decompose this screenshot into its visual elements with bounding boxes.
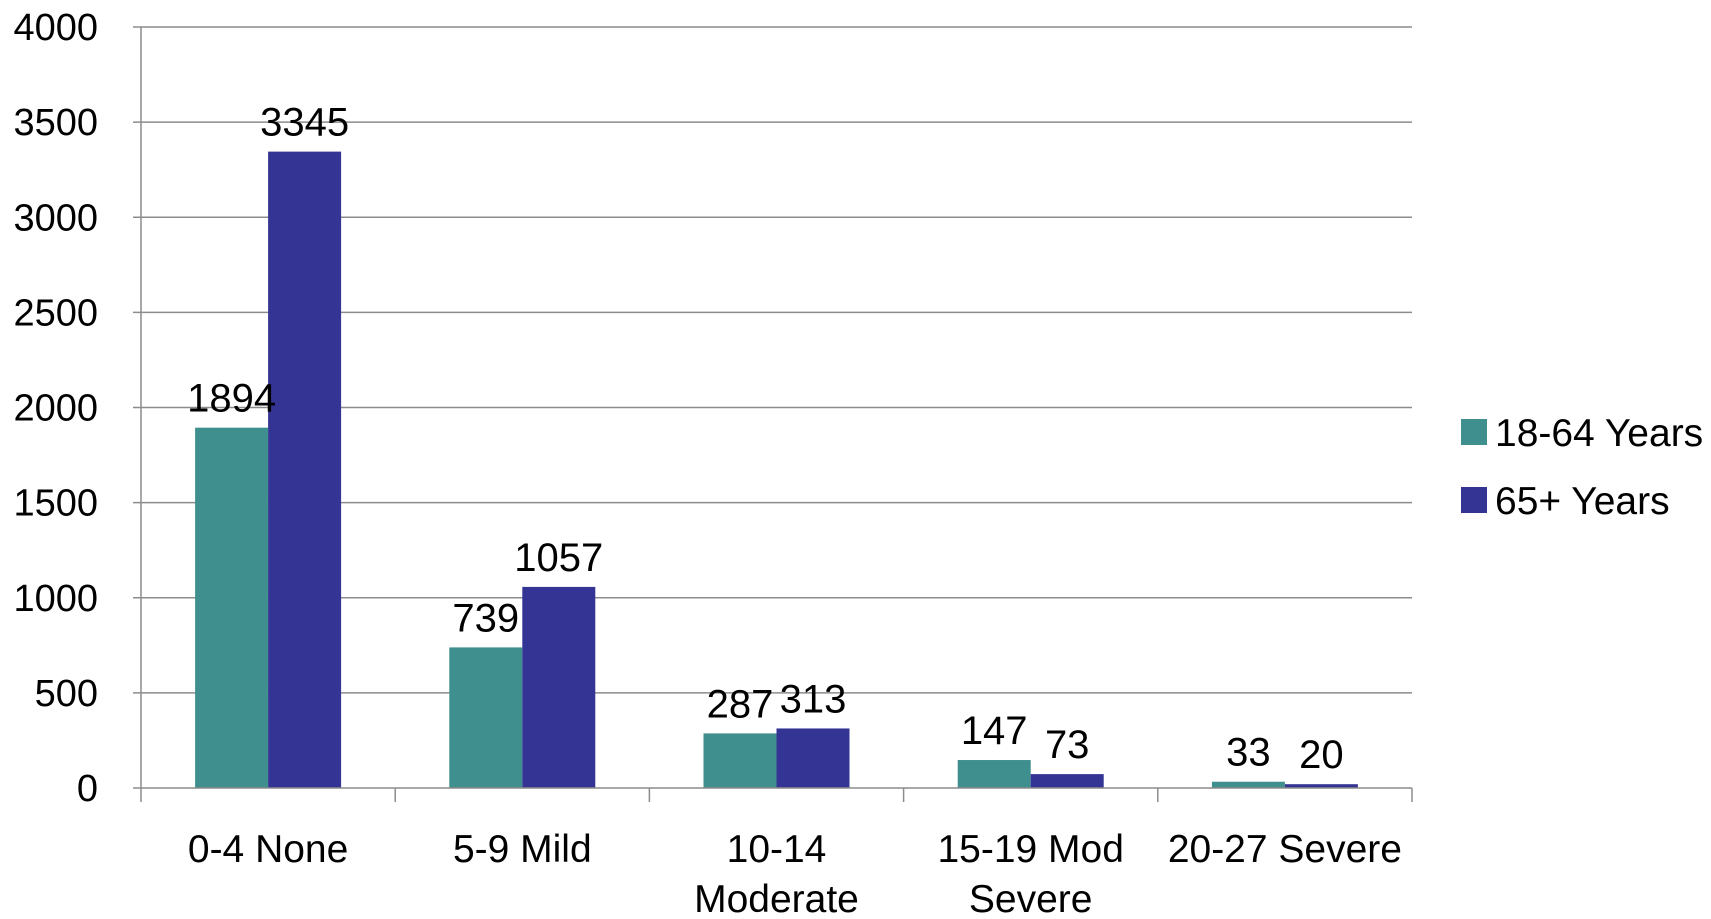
data-label: 287 — [707, 682, 774, 726]
data-labels: 1894 3345 739 1057 287 313 147 73 33 20 — [187, 101, 1344, 778]
bar-series-1 — [703, 733, 777, 788]
y-tick-label: 3500 — [13, 102, 98, 144]
data-label: 73 — [1045, 723, 1090, 767]
x-tick-label: 10-14 — [727, 828, 827, 871]
data-label: 20 — [1299, 733, 1344, 777]
y-tick-label: 2500 — [13, 292, 98, 334]
y-tick-label: 4000 — [13, 7, 98, 49]
gridlines — [141, 26, 1412, 694]
x-tick-label: 5-9 Mild — [453, 828, 592, 871]
y-tick-label: 0 — [77, 768, 98, 810]
data-label: 1894 — [187, 377, 276, 421]
data-label: 739 — [452, 596, 519, 640]
bars — [195, 151, 1358, 788]
data-label: 147 — [961, 709, 1028, 753]
x-tick-label: 20-27 Severe — [1168, 828, 1402, 871]
legend: 18-64 Years 65+ Years — [1461, 412, 1703, 523]
data-label: 3345 — [260, 101, 349, 145]
x-tick-label: Moderate — [694, 878, 859, 914]
bar-series-1 — [449, 647, 523, 788]
legend-label: 18-64 Years — [1495, 412, 1703, 455]
axes: 0 500 1000 1500 2000 2500 3000 3500 4000 0-4 None… — [13, 7, 1413, 919]
data-label: 1057 — [514, 536, 603, 580]
legend-swatch — [1461, 487, 1487, 513]
x-tick-label: Severe — [969, 878, 1093, 914]
legend-swatch — [1461, 419, 1487, 445]
y-tick-label: 1000 — [13, 578, 98, 620]
bar-series-2 — [776, 728, 850, 788]
data-label: 313 — [780, 677, 847, 721]
bar-series-2 — [268, 151, 342, 788]
x-tick-label: 15-19 Mod — [937, 828, 1123, 871]
bar-series-2 — [522, 586, 596, 788]
bar-series-2 — [1284, 784, 1358, 788]
bar-series-1 — [957, 760, 1031, 788]
bar-series-2 — [1030, 774, 1104, 788]
y-tick-label: 3000 — [13, 197, 98, 239]
y-tick-label: 500 — [35, 673, 98, 715]
bar-series-1 — [195, 427, 269, 788]
data-label: 33 — [1226, 731, 1271, 775]
y-tick-label: 2000 — [13, 388, 98, 430]
y-tick-label: 1500 — [13, 483, 98, 525]
legend-label: 65+ Years — [1495, 480, 1670, 523]
bar-series-1 — [1211, 781, 1285, 788]
x-tick-label: 0-4 None — [188, 828, 348, 871]
